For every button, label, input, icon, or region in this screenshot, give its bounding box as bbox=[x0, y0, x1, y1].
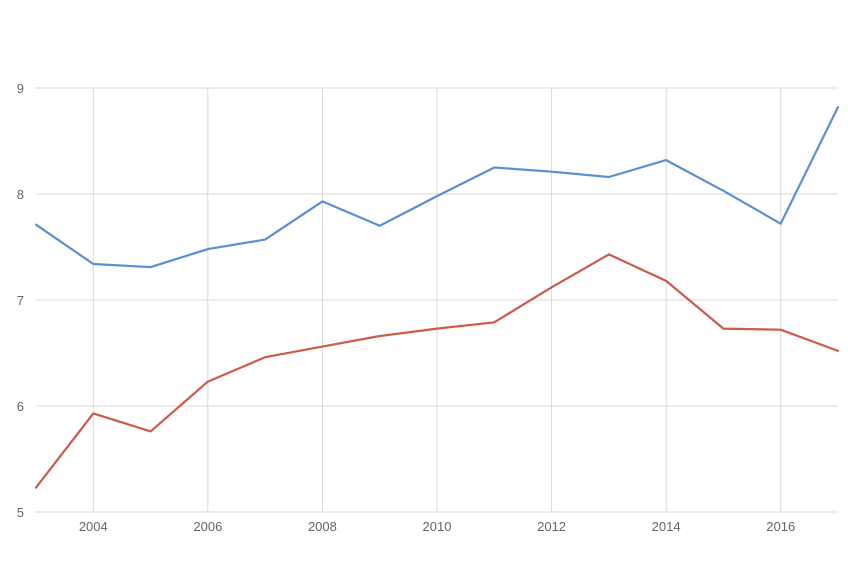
x-tick-label: 2014 bbox=[652, 519, 681, 534]
y-tick-label: 5 bbox=[17, 505, 24, 520]
x-tick-label: 2010 bbox=[423, 519, 452, 534]
series-line-2 bbox=[34, 253, 840, 489]
x-tick-label: 2006 bbox=[193, 519, 222, 534]
x-tick-label: 2012 bbox=[537, 519, 566, 534]
x-tick-label: 2016 bbox=[766, 519, 795, 534]
y-tick-label: 8 bbox=[17, 187, 24, 202]
y-tick-label: 7 bbox=[17, 293, 24, 308]
series-group bbox=[34, 105, 840, 489]
x-tick-label: 2004 bbox=[79, 519, 108, 534]
x-axis-ticks: 2004 2006 2008 2010 2012 2014 2016 bbox=[79, 519, 795, 534]
x-tick-label: 2008 bbox=[308, 519, 337, 534]
series-line-1 bbox=[34, 105, 840, 269]
vertical-gridlines bbox=[92, 88, 782, 512]
y-tick-label: 6 bbox=[17, 399, 24, 414]
y-tick-label: 9 bbox=[17, 81, 24, 96]
y-axis-ticks: 5 6 7 8 9 bbox=[17, 81, 24, 520]
